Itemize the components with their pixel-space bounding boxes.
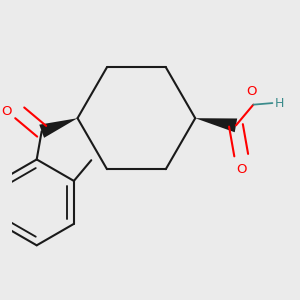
Text: O: O [247, 85, 257, 98]
Polygon shape [195, 118, 237, 132]
Text: O: O [1, 105, 12, 118]
Text: O: O [236, 163, 247, 176]
Text: H: H [275, 97, 284, 110]
Polygon shape [39, 118, 77, 138]
